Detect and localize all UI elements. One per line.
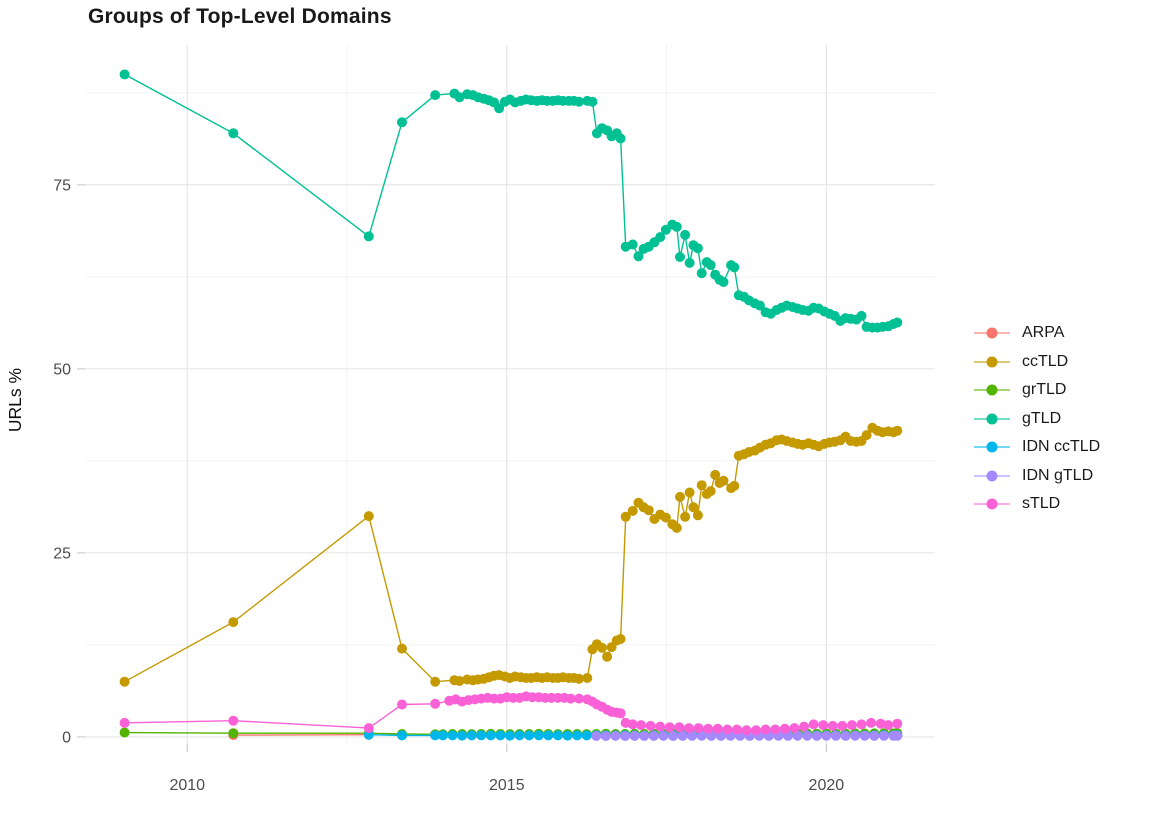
legend: ARPA ccTLD grTLD gTLD IDN ccTLD IDN gTLD sTLD: [972, 324, 1100, 513]
y-tick-label: 25: [53, 545, 71, 562]
series-IDN-gTLD: [591, 730, 903, 741]
legend-label: ccTLD: [1022, 352, 1069, 370]
legend-item-sTLD: sTLD: [972, 495, 1100, 513]
legend-item-grTLD: grTLD: [972, 381, 1100, 399]
series-sTLD: [119, 691, 903, 736]
legend-label: grTLD: [1022, 381, 1067, 398]
legend-label: IDN gTLD: [1022, 466, 1094, 484]
legend-key-icon: [974, 413, 1010, 424]
y-tick-label: 0: [62, 729, 71, 746]
major-gridlines: [85, 45, 935, 745]
legend-key-icon: [974, 327, 1010, 339]
legend-item-gTLD: gTLD: [972, 410, 1100, 428]
minor-gridlines: [85, 45, 935, 745]
legend-item-IDN-gTLD: IDN gTLD: [972, 467, 1100, 485]
data-series-layer: [119, 69, 903, 741]
legend-item-IDN-ccTLD: IDN ccTLD: [972, 438, 1100, 456]
legend-item-ARPA: ARPA: [972, 324, 1100, 342]
legend-key-icon: [974, 384, 1010, 396]
legend-key-icon: [974, 441, 1010, 453]
series-gTLD: [119, 69, 903, 333]
x-tick-label: 2010: [169, 777, 205, 794]
y-tick-label: 50: [53, 361, 71, 378]
legend-label: ARPA: [1022, 324, 1065, 341]
y-tick-label: 75: [53, 177, 71, 194]
legend-key-icon: [974, 470, 1010, 481]
x-tick-label: 2015: [489, 777, 525, 794]
y-axis-title: URLs %: [5, 368, 25, 432]
chart-title: Groups of Top-Level Domains: [88, 5, 392, 28]
legend-key-icon: [974, 498, 1010, 510]
series-ARPA: [228, 729, 374, 741]
legend-label: IDN ccTLD: [1022, 438, 1101, 455]
legend-key-icon: [974, 356, 1010, 367]
axis-ticks: [77, 184, 827, 752]
x-tick-label: 2020: [809, 777, 845, 794]
series-ccTLD: [119, 422, 903, 687]
axis-tick-labels: 2010 2015 2020 0 25 50 75: [53, 177, 844, 794]
legend-label: sTLD: [1022, 495, 1061, 512]
legend-label: gTLD: [1022, 409, 1062, 427]
legend-item-ccTLD: ccTLD: [972, 353, 1100, 371]
